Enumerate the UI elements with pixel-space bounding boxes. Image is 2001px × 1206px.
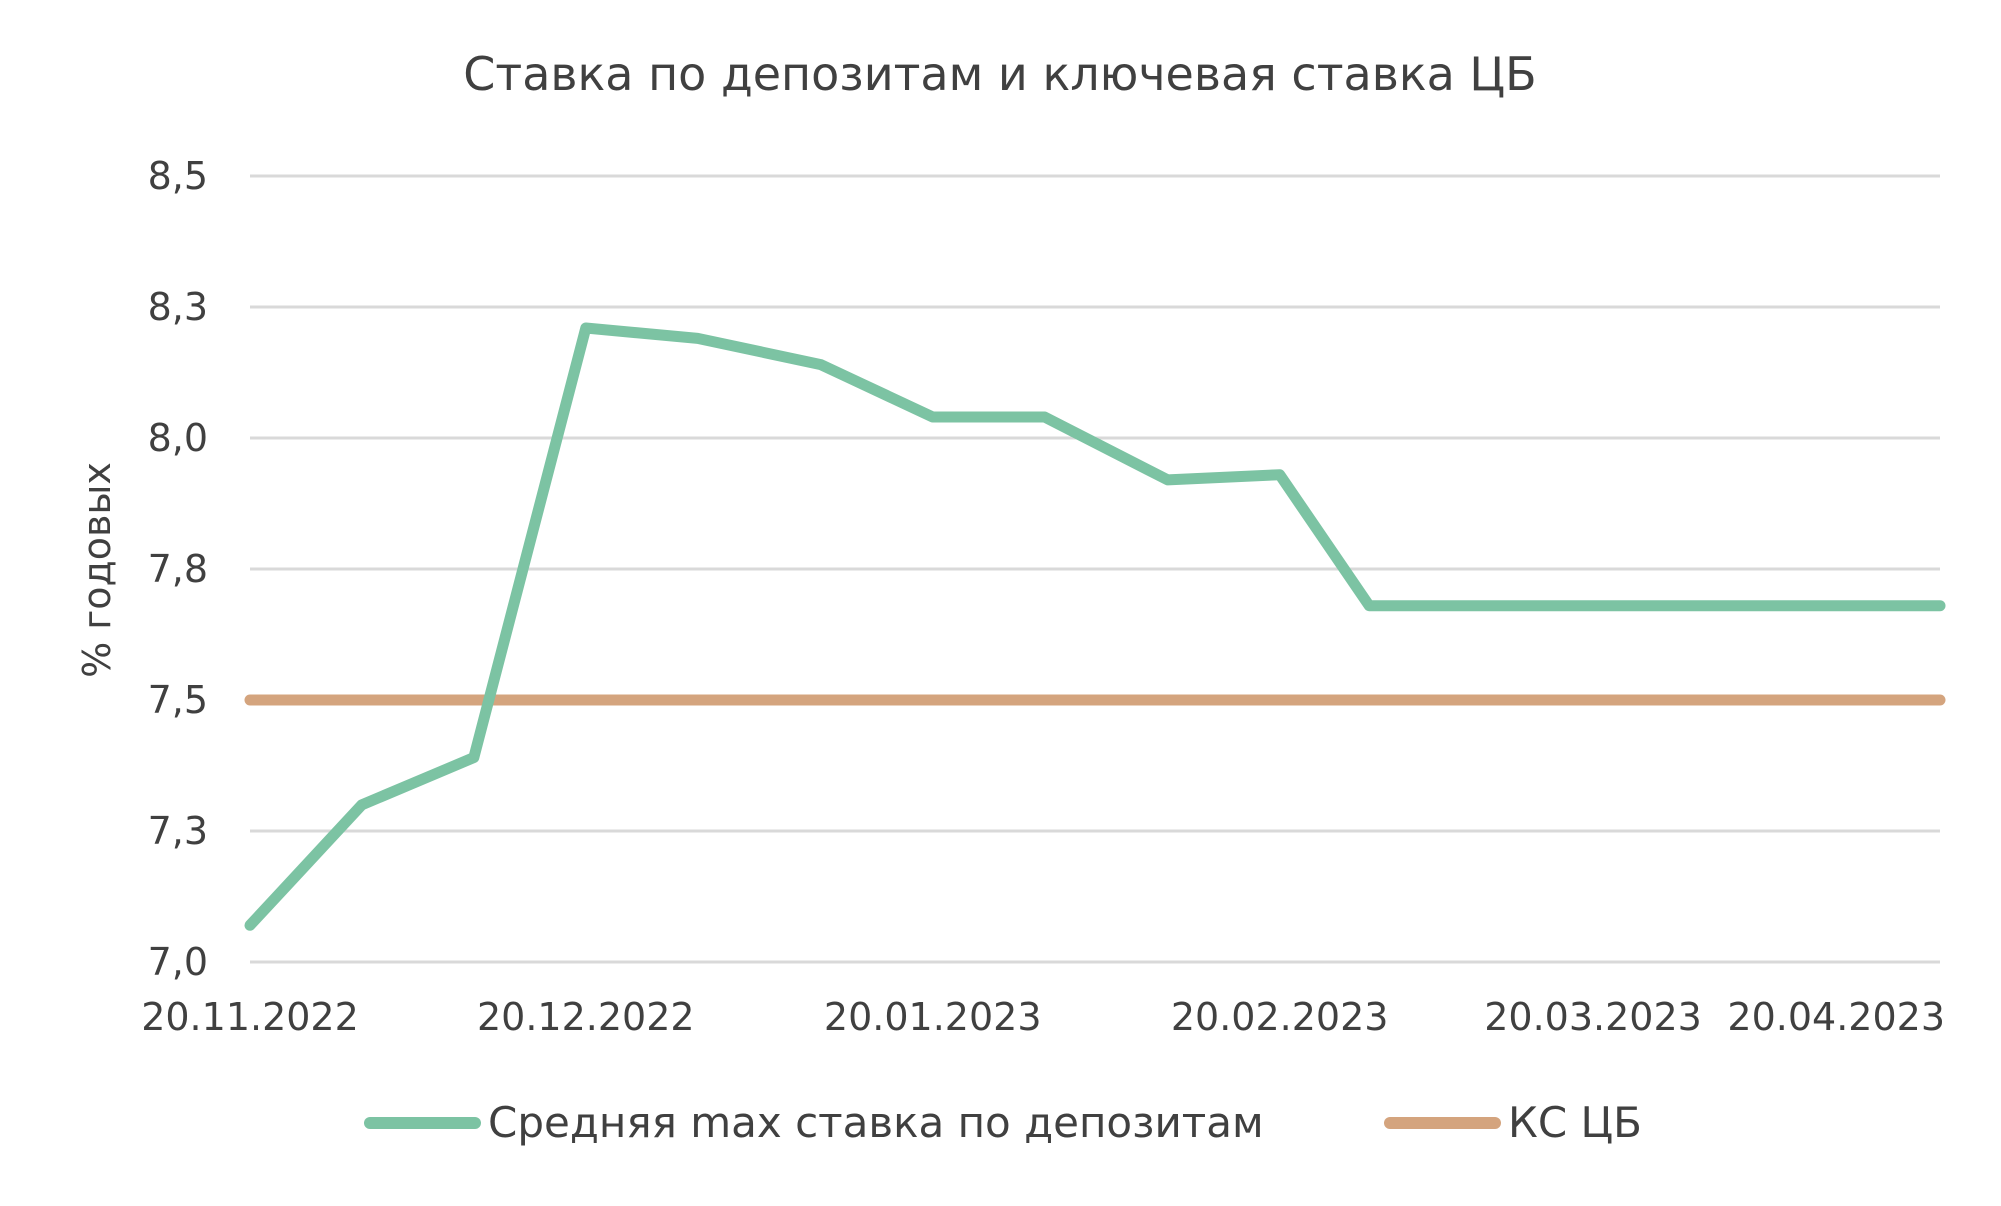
x-tick-label: 20.01.2023 [824,995,1042,1039]
y-tick-label: 8,0 [148,416,208,460]
y-tick-label: 8,3 [148,285,208,329]
legend-label-key-rate: КС ЦБ [1508,1098,1642,1147]
x-tick-label: 20.11.2022 [141,995,359,1039]
x-tick-label: 20.03.2023 [1484,995,1702,1039]
chart-title: Ставка по депозитам и ключевая ставка ЦБ [463,47,1536,101]
series-deposit-rate-line [250,328,1940,925]
y-axis-title: % годовых [75,462,119,678]
x-tick-label: 20.04.2023 [1727,995,1945,1039]
x-tick-label: 20.12.2022 [477,995,695,1039]
x-tick-label: 20.02.2023 [1171,995,1389,1039]
y-tick-label: 7,0 [148,940,208,984]
y-axis-ticks: 7,0 7,3 7,5 7,8 8,0 8,3 8,5 [148,154,208,984]
series-lines [250,328,1940,925]
y-tick-label: 8,5 [148,154,208,198]
gridlines [250,176,1940,962]
y-tick-label: 7,3 [148,809,208,853]
y-tick-label: 7,8 [148,547,208,591]
legend: Средняя max ставка по депозитам КС ЦБ [370,1098,1642,1147]
x-axis-ticks: 20.11.2022 20.12.2022 20.01.2023 20.02.2023… [141,995,1945,1039]
y-tick-label: 7,5 [148,678,208,722]
legend-label-deposit-rate: Средняя max ставка по депозитам [488,1098,1264,1147]
